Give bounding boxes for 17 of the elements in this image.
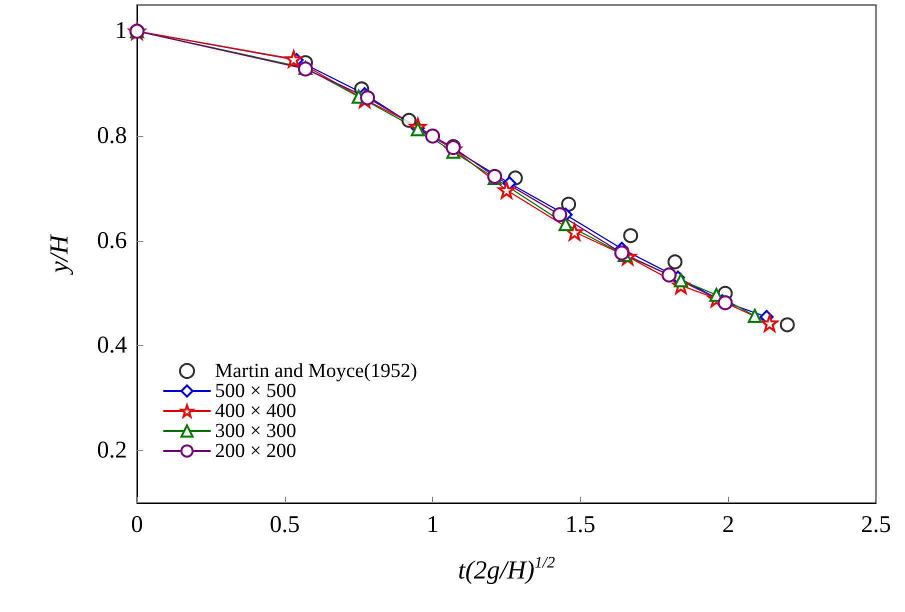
x-tick-label: 1 (426, 512, 439, 538)
x-tick-label: 2 (722, 512, 734, 538)
x-tick-label: 0.5 (270, 512, 300, 538)
legend-label: 200 × 200 (215, 440, 296, 462)
x-tick-label: 2.5 (861, 512, 891, 538)
y-tick-label: 0.4 (97, 332, 127, 359)
y-tick-label: 0.2 (97, 438, 127, 464)
y-tick-label: 0.8 (97, 123, 127, 150)
x-tick-label: 1.5 (565, 512, 596, 538)
legend-label: 500 × 500 (215, 380, 296, 402)
y-axis-title: y/H (44, 234, 74, 276)
legend-label: 400 × 400 (215, 400, 296, 422)
y-tick-label: 0.6 (97, 228, 127, 254)
x-tick-label: 0 (131, 512, 143, 538)
legend-label: Martin and Moyce(1952) (215, 360, 418, 382)
legend-label: 300 × 300 (215, 420, 296, 442)
y-tick-label: 1 (115, 18, 127, 44)
